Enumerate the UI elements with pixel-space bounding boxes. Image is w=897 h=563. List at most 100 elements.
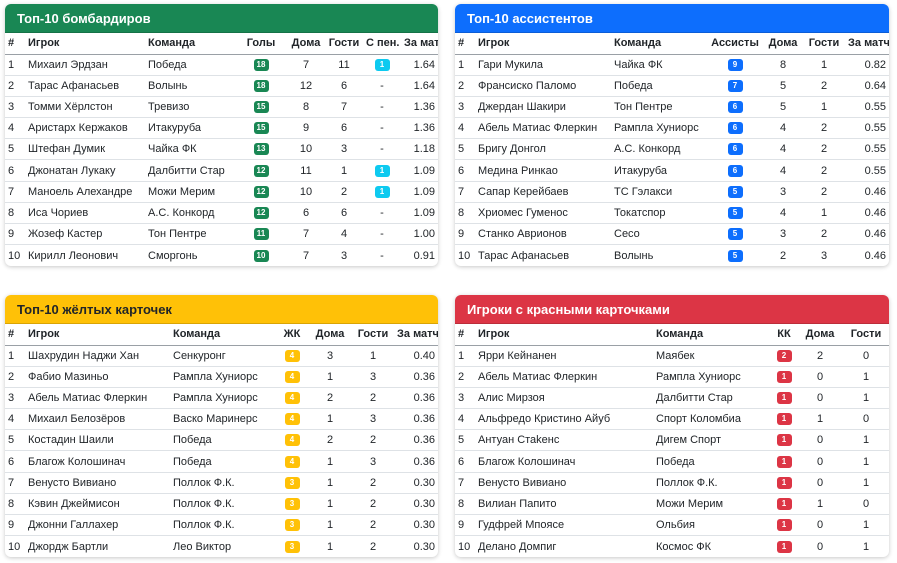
player-name[interactable]: Джердан Шакири: [475, 96, 611, 119]
team-name[interactable]: Чайка ФК: [611, 54, 707, 76]
col-header-yellow-cards[interactable]: ЖК: [276, 324, 308, 346]
player-name[interactable]: Благож Колошинач: [475, 450, 653, 473]
col-header-rank[interactable]: #: [5, 33, 25, 55]
team-name[interactable]: Волынь: [145, 75, 235, 97]
team-name[interactable]: Маябек: [653, 345, 771, 367]
team-name[interactable]: Победа: [653, 450, 771, 473]
team-name[interactable]: Тревизо: [145, 96, 235, 119]
team-name[interactable]: Победа: [145, 54, 235, 76]
team-name[interactable]: Волынь: [614, 249, 654, 262]
player-name[interactable]: Джонатан Лукаку: [25, 159, 145, 182]
player-name[interactable]: Сапар Керейбаев: [475, 181, 611, 203]
col-header-player[interactable]: Игрок: [475, 324, 653, 346]
col-header-away[interactable]: Гости: [803, 33, 845, 55]
team-name[interactable]: Тон Пентре: [145, 223, 235, 246]
player-name[interactable]: Абель Матиас Флеркин: [475, 366, 653, 388]
player-name[interactable]: Франсиско Паломо: [475, 75, 611, 97]
player-name[interactable]: Кэвин Джеймисон: [25, 493, 170, 516]
col-header-home[interactable]: Дома: [763, 33, 803, 55]
team-name[interactable]: Победа: [611, 75, 707, 97]
team-name[interactable]: Итакуруба: [145, 117, 235, 140]
player-name[interactable]: Гари Мукила: [475, 54, 611, 76]
team-name[interactable]: Космос ФК: [656, 540, 712, 553]
col-header-penalties[interactable]: С пен.: [363, 33, 401, 55]
player-name[interactable]: Томми Хёрлстон: [25, 96, 145, 119]
col-header-per-match[interactable]: За матч: [394, 324, 438, 346]
team-name[interactable]: Дигем Спорт: [653, 429, 771, 452]
team-name[interactable]: Токатспор: [611, 202, 707, 225]
team-name[interactable]: Рампла Хуниорс: [611, 117, 707, 140]
player-name[interactable]: Джордж Бартли: [28, 540, 109, 553]
player-name[interactable]: Абель Матиас Флеркин: [475, 117, 611, 140]
col-header-team[interactable]: Команда: [170, 324, 276, 346]
team-name[interactable]: Васко Маринерс: [170, 408, 276, 431]
player-name[interactable]: Хриомес Гуменос: [475, 202, 611, 225]
player-name[interactable]: Гудфрей Мпоясе: [475, 514, 653, 537]
team-name[interactable]: Спорт Коломбиа: [653, 408, 771, 431]
player-name[interactable]: Делано Домпиг: [478, 540, 557, 553]
player-name[interactable]: Михаил Эрдзан: [25, 54, 145, 76]
team-name[interactable]: Рампла Хуниорс: [653, 366, 771, 388]
team-name[interactable]: А.С. Конкорд: [145, 202, 235, 225]
team-name[interactable]: Сморгонь: [148, 249, 198, 262]
team-name[interactable]: Поллок Ф.К.: [170, 472, 276, 494]
player-name[interactable]: Альфредо Кристино Айуб: [475, 408, 653, 431]
player-name[interactable]: Шахрудин Наджи Хан: [25, 345, 170, 367]
player-name[interactable]: Маноель Алехандре: [25, 181, 145, 203]
col-header-team[interactable]: Команда: [145, 33, 235, 55]
team-name[interactable]: Чайка ФК: [145, 138, 235, 161]
player-name[interactable]: Благож Колошинач: [25, 450, 170, 473]
player-name[interactable]: Тарас Афанасьев: [25, 75, 145, 97]
col-header-away[interactable]: Гости: [843, 324, 889, 346]
team-name[interactable]: Тон Пентре: [611, 96, 707, 119]
col-header-team[interactable]: Команда: [611, 33, 707, 55]
player-name[interactable]: Алис Мирзоя: [475, 387, 653, 410]
team-name[interactable]: Поллок Ф.К.: [170, 514, 276, 537]
player-name[interactable]: Кирилл Леонович: [28, 249, 119, 262]
team-name[interactable]: Рампла Хуниорс: [170, 387, 276, 410]
team-name[interactable]: Победа: [170, 450, 276, 473]
col-header-player[interactable]: Игрок: [25, 33, 145, 55]
player-name[interactable]: Бригу Донгол: [475, 138, 611, 161]
col-header-away[interactable]: Гости: [325, 33, 363, 55]
player-name[interactable]: Венусто Вивиано: [25, 472, 170, 494]
col-header-per-match[interactable]: За матч: [845, 33, 889, 55]
player-name[interactable]: Аристарх Кержаков: [25, 117, 145, 140]
player-name[interactable]: Вилиан Папито: [475, 493, 653, 516]
player-name[interactable]: Фабио Мазиньо: [25, 366, 170, 388]
col-header-rank[interactable]: #: [455, 324, 475, 346]
team-name[interactable]: ТС Гэлакси: [611, 181, 707, 203]
col-header-home[interactable]: Дома: [308, 324, 352, 346]
player-name[interactable]: Ярри Кейнанен: [475, 345, 653, 367]
col-header-per-match[interactable]: За матч: [401, 33, 438, 55]
player-name[interactable]: Костадин Шаили: [25, 429, 170, 452]
col-header-player[interactable]: Игрок: [475, 33, 611, 55]
player-name[interactable]: Иса Чориев: [25, 202, 145, 225]
player-name[interactable]: Жозеф Кастер: [25, 223, 145, 246]
col-header-team[interactable]: Команда: [653, 324, 771, 346]
player-name[interactable]: Джонни Галлахер: [25, 514, 170, 537]
col-header-away[interactable]: Гости: [352, 324, 394, 346]
col-header-rank[interactable]: #: [5, 324, 25, 346]
team-name[interactable]: Лео Виктор: [173, 540, 232, 553]
col-header-home[interactable]: Дома: [287, 33, 325, 55]
team-name[interactable]: Поллок Ф.К.: [653, 472, 771, 494]
col-header-rank[interactable]: #: [455, 33, 475, 55]
team-name[interactable]: Можи Мерим: [653, 493, 771, 516]
team-name[interactable]: Итакуруба: [611, 159, 707, 182]
player-name[interactable]: Штефан Думик: [25, 138, 145, 161]
player-name[interactable]: Венусто Вивиано: [475, 472, 653, 494]
team-name[interactable]: Далбитти Стар: [653, 387, 771, 410]
col-header-goals[interactable]: Голы: [235, 33, 287, 55]
col-header-player[interactable]: Игрок: [25, 324, 170, 346]
team-name[interactable]: Можи Мерим: [145, 181, 235, 203]
team-name[interactable]: Рампла Хуниорс: [170, 366, 276, 388]
team-name[interactable]: А.С. Конкорд: [611, 138, 707, 161]
team-name[interactable]: Ольбия: [653, 514, 771, 537]
col-header-red-cards[interactable]: КК: [771, 324, 797, 346]
player-name[interactable]: Антуан Стаkенс: [475, 429, 653, 452]
player-name[interactable]: Абель Матиас Флеркин: [25, 387, 170, 410]
team-name[interactable]: Поллок Ф.К.: [170, 493, 276, 516]
col-header-home[interactable]: Дома: [797, 324, 843, 346]
team-name[interactable]: Сесо: [611, 223, 707, 246]
